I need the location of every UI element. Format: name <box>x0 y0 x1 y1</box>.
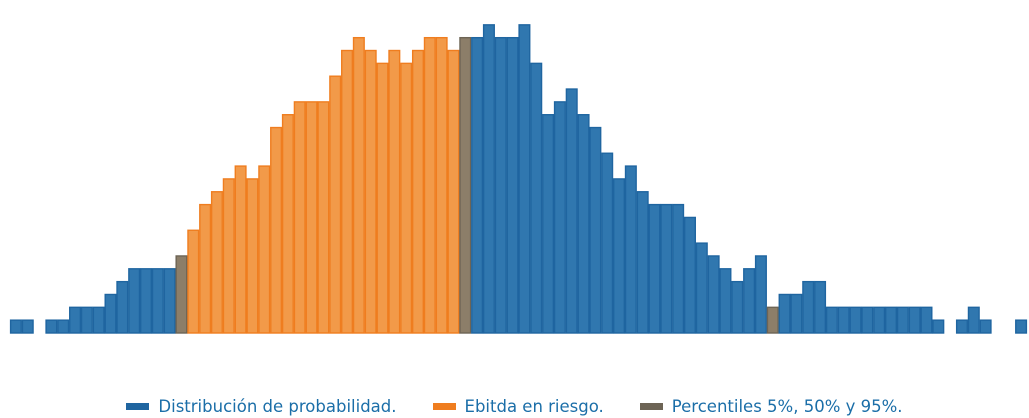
histogram-bar <box>589 126 602 334</box>
histogram-bar <box>423 36 436 334</box>
legend-item-distribution: Distribución de probabilidad. <box>126 396 397 416</box>
histogram-bar <box>341 49 354 334</box>
histogram-bar <box>648 203 661 334</box>
histogram-bar <box>151 268 164 334</box>
histogram-bar <box>518 24 531 334</box>
histogram-bar <box>542 114 555 334</box>
histogram-bar <box>624 165 637 334</box>
histogram-bar <box>364 49 377 334</box>
histogram-bar <box>459 36 472 334</box>
histogram-bar <box>979 319 992 334</box>
histogram-bar <box>861 306 874 334</box>
chart-legend: Distribución de probabilidad. Ebitda en … <box>0 394 1029 418</box>
histogram-bar <box>908 306 921 334</box>
histogram-bar <box>695 242 708 334</box>
histogram-bar <box>329 75 342 334</box>
histogram-bar <box>222 178 235 334</box>
histogram-bar <box>506 36 519 334</box>
histogram-bar <box>601 152 614 334</box>
histogram-bar <box>352 36 365 334</box>
histogram-bar <box>802 280 815 334</box>
histogram-chart <box>9 24 1028 334</box>
histogram-bar <box>719 268 732 334</box>
histogram-bar <box>778 293 791 334</box>
histogram-bar <box>471 36 484 334</box>
legend-swatch-percentiles <box>639 402 663 410</box>
histogram-bar <box>672 203 685 334</box>
histogram-bar <box>258 165 271 334</box>
histogram-bar <box>187 229 200 334</box>
histogram-bar <box>766 306 779 334</box>
histogram-bar <box>9 319 22 334</box>
histogram-bar <box>411 49 425 334</box>
histogram-bar <box>849 306 862 334</box>
histogram-bar <box>660 203 673 334</box>
histogram-bar <box>92 306 105 334</box>
histogram-bar <box>530 62 543 334</box>
histogram-bar <box>139 268 153 334</box>
histogram-bar <box>707 255 720 334</box>
legend-label-ebitda: Ebitda en riesgo. <box>464 396 604 416</box>
histogram-bar <box>553 101 566 334</box>
histogram-bar <box>731 280 744 334</box>
histogram-bar <box>163 268 176 334</box>
histogram-bar <box>210 191 223 334</box>
histogram-bar <box>636 191 649 334</box>
legend-swatch-ebitda <box>432 402 456 410</box>
histogram-bar <box>80 306 93 334</box>
histogram-bar <box>199 203 212 334</box>
histogram-bar <box>293 101 306 334</box>
histogram-bar <box>447 49 460 334</box>
histogram-bar <box>281 114 294 334</box>
histogram-bar <box>837 306 850 334</box>
histogram-bar <box>955 319 968 334</box>
histogram-bar <box>317 101 330 334</box>
histogram-bar <box>435 36 448 334</box>
histogram-bar <box>305 101 318 334</box>
histogram-bar <box>246 178 259 334</box>
histogram-bar <box>825 306 838 334</box>
histogram-bar <box>175 255 188 334</box>
histogram-bar <box>896 306 909 334</box>
histogram-bar <box>104 293 117 334</box>
histogram-bar <box>1015 319 1028 334</box>
legend-swatch-distribution <box>126 402 150 410</box>
histogram-bar <box>69 306 82 334</box>
histogram-bar <box>482 24 495 334</box>
histogram-bar <box>565 88 578 334</box>
histogram-bar <box>577 114 590 334</box>
histogram-bar <box>234 165 247 334</box>
histogram-bar <box>790 293 803 334</box>
histogram-bar <box>814 280 827 334</box>
histogram-bar <box>45 319 58 334</box>
histogram-bar <box>128 268 141 334</box>
histogram-bar <box>932 319 945 334</box>
histogram-bar <box>743 268 756 334</box>
legend-label-distribution: Distribución de probabilidad. <box>158 396 397 416</box>
histogram-bar <box>494 36 507 334</box>
legend-item-ebitda: Ebitda en riesgo. <box>432 396 604 416</box>
histogram-bar <box>683 216 696 334</box>
histogram-bar <box>873 306 886 334</box>
histogram-bar <box>613 178 626 334</box>
histogram-bar <box>388 49 401 334</box>
legend-label-percentiles: Percentiles 5%, 50% y 95%. <box>671 396 903 416</box>
histogram-bar <box>270 126 283 334</box>
legend-item-percentiles: Percentiles 5%, 50% y 95%. <box>639 396 903 416</box>
histogram-bar <box>754 255 767 334</box>
histogram-bar <box>116 280 129 334</box>
histogram-bar <box>400 62 413 334</box>
histogram-bar <box>967 306 980 334</box>
histogram-bar <box>21 319 34 334</box>
histogram-bar <box>57 319 70 334</box>
histogram-bar <box>376 62 389 334</box>
histogram-bar <box>920 306 933 334</box>
histogram-bar <box>884 306 898 334</box>
